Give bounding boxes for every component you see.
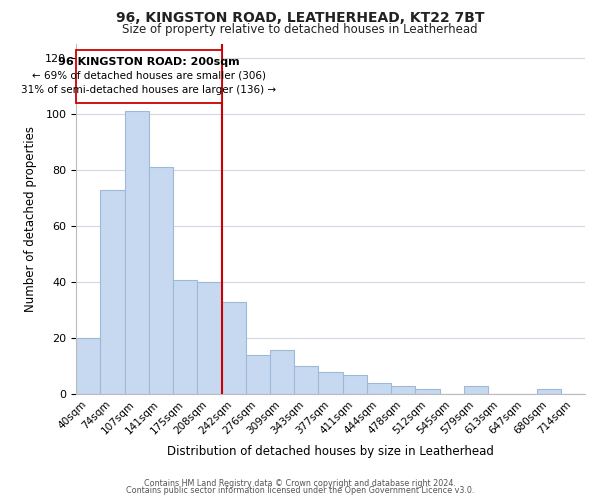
Text: ← 69% of detached houses are smaller (306): ← 69% of detached houses are smaller (30… xyxy=(32,70,266,81)
Text: Contains public sector information licensed under the Open Government Licence v3: Contains public sector information licen… xyxy=(126,486,474,495)
Bar xyxy=(319,372,343,394)
Bar xyxy=(149,168,173,394)
Bar xyxy=(246,355,270,395)
Bar xyxy=(415,389,440,394)
Bar xyxy=(536,389,561,394)
Text: 96, KINGSTON ROAD, LEATHERHEAD, KT22 7BT: 96, KINGSTON ROAD, LEATHERHEAD, KT22 7BT xyxy=(116,11,484,25)
Bar xyxy=(76,338,100,394)
Bar xyxy=(100,190,125,394)
Bar xyxy=(343,375,367,394)
Text: Contains HM Land Registry data © Crown copyright and database right 2024.: Contains HM Land Registry data © Crown c… xyxy=(144,478,456,488)
Bar xyxy=(391,386,415,394)
Text: 31% of semi-detached houses are larger (136) →: 31% of semi-detached houses are larger (… xyxy=(21,84,277,94)
Bar xyxy=(197,282,221,395)
FancyBboxPatch shape xyxy=(76,50,221,103)
X-axis label: Distribution of detached houses by size in Leatherhead: Distribution of detached houses by size … xyxy=(167,444,494,458)
Text: Size of property relative to detached houses in Leatherhead: Size of property relative to detached ho… xyxy=(122,22,478,36)
Bar xyxy=(221,302,246,394)
Bar xyxy=(125,112,149,395)
Bar xyxy=(270,350,294,395)
Bar xyxy=(464,386,488,394)
Y-axis label: Number of detached properties: Number of detached properties xyxy=(24,126,37,312)
Bar xyxy=(367,383,391,394)
Bar xyxy=(294,366,319,394)
Bar xyxy=(173,280,197,394)
Text: 96 KINGSTON ROAD: 200sqm: 96 KINGSTON ROAD: 200sqm xyxy=(58,56,239,66)
